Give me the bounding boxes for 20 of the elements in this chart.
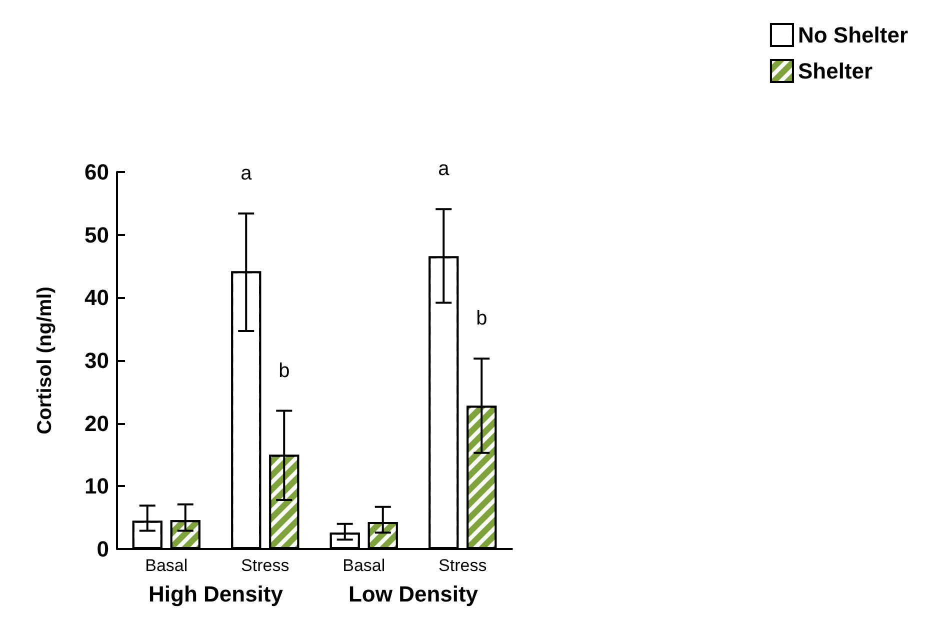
y-tick-label: 30	[84, 348, 109, 373]
x-tick-label: Basal	[145, 556, 188, 575]
x-tick-label: Stress	[241, 556, 290, 575]
annotation: b	[476, 308, 488, 330]
annotation: a	[240, 162, 253, 184]
text: Low Density	[348, 582, 479, 606]
y-tick-label: 0	[96, 536, 109, 562]
annotation: a	[438, 158, 450, 180]
y-axis-title: Cortisol (ng/ml)	[34, 286, 56, 434]
legend-label: No Shelter	[798, 22, 908, 48]
y-tick-label: 60	[84, 160, 109, 184]
x-tick-label: Stress	[438, 556, 487, 575]
y-tick-label: 10	[84, 474, 109, 499]
x-tick-label: Basal	[342, 556, 386, 575]
text: High Density	[148, 582, 284, 606]
y-tick-label: 40	[84, 285, 109, 310]
y-tick-label: 20	[84, 410, 109, 436]
y-tick-label: 50	[84, 222, 109, 248]
legend-label: Shelter	[798, 58, 873, 84]
annotation: b	[278, 360, 290, 382]
